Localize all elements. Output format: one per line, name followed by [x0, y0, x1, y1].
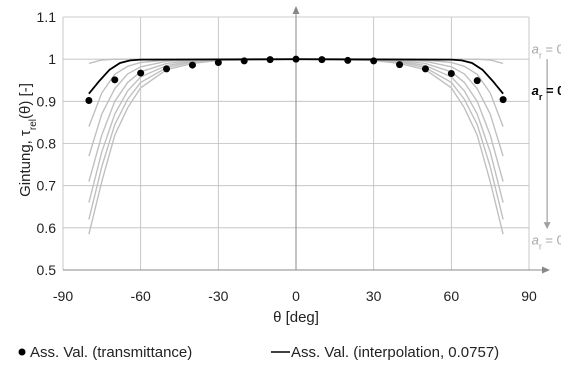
x-tick-label: -30: [208, 288, 228, 304]
data-point: [370, 57, 378, 65]
y-axis-label: Gintung, τrel(θ) [-]: [17, 83, 39, 197]
annotations: ar = 0.025ar = 0.0757ar = 0.2: [532, 41, 561, 251]
data-point: [318, 56, 326, 64]
legend-points-marker: [18, 348, 26, 356]
annotation-top-value: = 0.025: [542, 41, 561, 56]
data-point: [499, 96, 507, 104]
transmittance-points: [85, 55, 507, 104]
y-tick-label: 0.8: [37, 136, 57, 152]
x-tick-label: 0: [292, 288, 300, 304]
data-point: [214, 59, 222, 67]
x-tick-label: 90: [521, 288, 537, 304]
y-tick-label: 1: [48, 51, 56, 67]
x-tick-label: 60: [444, 288, 460, 304]
annotation-mid-value: = 0.0757: [542, 83, 561, 98]
data-point: [344, 56, 352, 64]
tick-labels: 0.5 0.6 0.7 0.8 0.9 1 1.1 -90 -60 -30 0 30 60 90: [37, 9, 537, 304]
data-point: [421, 65, 429, 73]
legend-points-label: Ass. Val. (transmittance): [30, 344, 192, 361]
x-axis-arrowhead: [542, 266, 550, 274]
axes: [63, 6, 550, 274]
data-point: [396, 61, 404, 69]
annotation-top-symbol: a: [532, 41, 539, 56]
annotation-arrowhead: [543, 222, 551, 230]
data-point: [85, 96, 93, 104]
data-point: [163, 65, 171, 73]
annotation-top: ar = 0.025: [532, 41, 561, 60]
annotation-bottom-value: = 0.2: [542, 232, 561, 247]
y-tick-label: 1.1: [37, 9, 57, 25]
data-point: [292, 55, 300, 63]
y-tick-label: 0.7: [37, 178, 57, 194]
data-point: [188, 61, 196, 69]
annotation-bottom-subscript: r: [539, 241, 542, 251]
x-tick-label: -90: [53, 288, 73, 304]
annotation-top-subscript: r: [539, 50, 542, 60]
x-tick-label: 30: [366, 288, 382, 304]
annotation-mid: ar = 0.0757: [532, 83, 561, 102]
data-point: [473, 77, 481, 85]
legend-line-label: Ass. Val. (interpolation, 0.0757): [291, 344, 499, 361]
data-point: [240, 57, 248, 65]
y-tick-label: 0.9: [37, 93, 57, 109]
y-tick-label: 0.5: [37, 262, 57, 278]
annotation-mid-symbol: a: [532, 83, 539, 98]
y-axis-label-main: Gintung, τ: [17, 130, 34, 197]
x-tick-label: -60: [131, 288, 151, 304]
data-point: [137, 69, 145, 77]
y-tick-label: 0.6: [37, 220, 57, 236]
annotation-bottom: ar = 0.2: [532, 232, 561, 251]
legend: Ass. Val. (transmittance) Ass. Val. (int…: [18, 344, 499, 361]
annotation-mid-subscript: r: [539, 92, 543, 102]
y-axis-label-tail: (θ) [-]: [17, 83, 34, 119]
data-point: [447, 70, 455, 78]
y-axis-label-sub: rel: [28, 119, 39, 130]
data-point: [111, 76, 119, 84]
annotation-bottom-symbol: a: [532, 232, 539, 247]
data-point: [266, 56, 274, 64]
x-axis-label: θ [deg]: [273, 309, 319, 326]
y-axis-arrowhead: [292, 6, 300, 14]
